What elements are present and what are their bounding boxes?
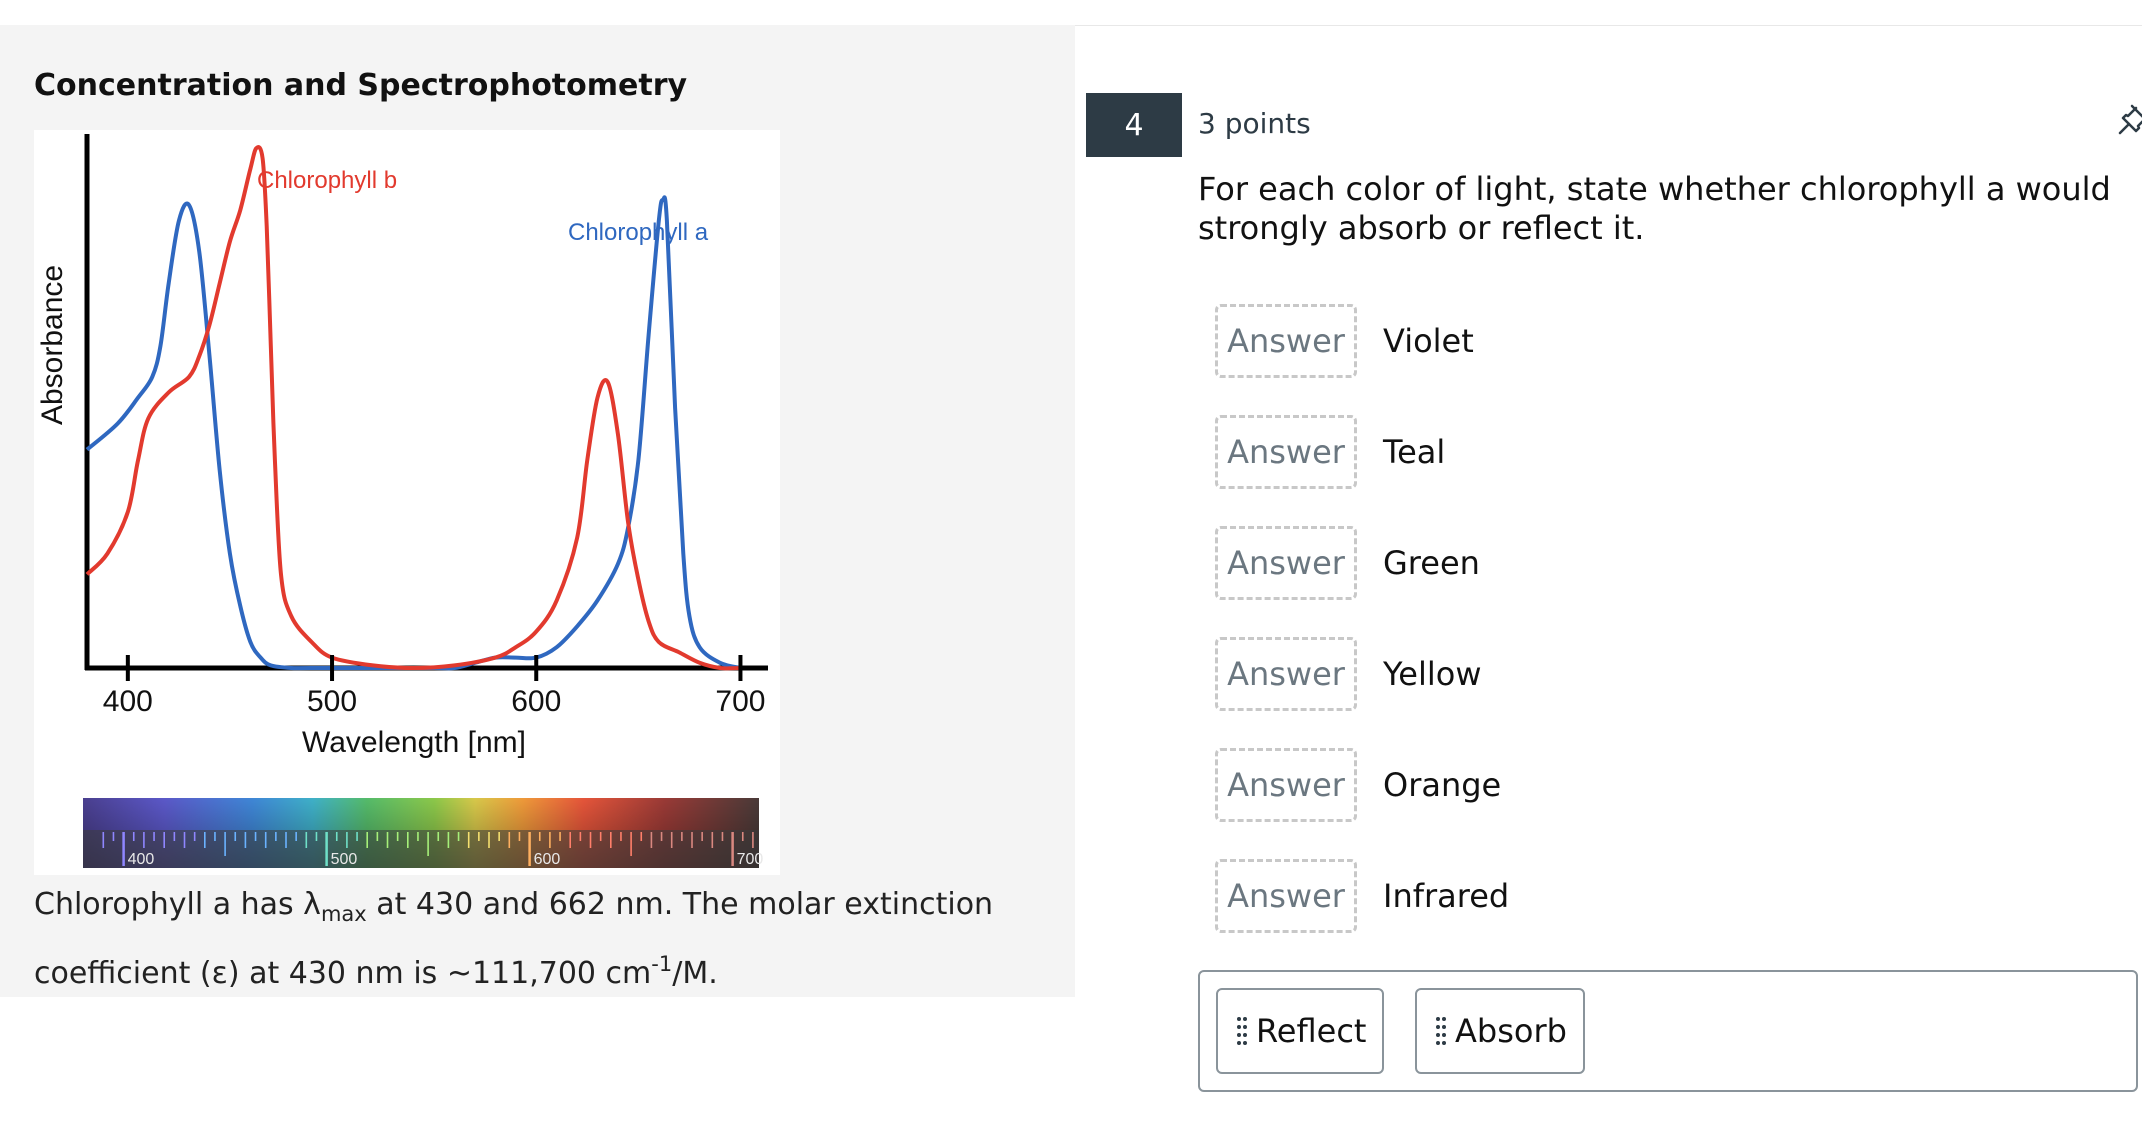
x-tick-label: 500 bbox=[307, 685, 357, 718]
match-row-green: Answer Green bbox=[1215, 526, 1915, 606]
row-label: Infrared bbox=[1383, 877, 1510, 915]
caption-text-3: /M. bbox=[672, 956, 718, 991]
spectrum-tick-label: 700 bbox=[737, 851, 764, 868]
answer-dropzone[interactable]: Answer bbox=[1215, 748, 1357, 822]
row-label: Yellow bbox=[1383, 655, 1482, 693]
chlorophyll-b-annotation: Chlorophyll b bbox=[257, 167, 397, 194]
choice-label: Absorb bbox=[1455, 1012, 1567, 1050]
caption-text-1: Chlorophyll a has λ bbox=[34, 887, 321, 922]
match-row-violet: Answer Violet bbox=[1215, 304, 1915, 384]
answer-dropzone[interactable]: Answer bbox=[1215, 304, 1357, 378]
x-tick-label: 600 bbox=[511, 685, 561, 718]
pin-icon[interactable] bbox=[2118, 100, 2142, 140]
x-axis-label: Wavelength [nm] bbox=[302, 726, 526, 759]
spectrum-tick-label: 400 bbox=[128, 851, 155, 868]
spectrum-tick-label: 500 bbox=[331, 851, 358, 868]
caption-text-2: at 430 and 662 nm. The molar extinction … bbox=[34, 887, 994, 991]
spectrum-tick-label: 600 bbox=[534, 851, 561, 868]
top-divider bbox=[1075, 25, 2142, 26]
match-row-orange: Answer Orange bbox=[1215, 748, 1915, 828]
row-label: Orange bbox=[1383, 766, 1502, 804]
series-line-chlorophyll-b bbox=[85, 145, 741, 671]
question-points: 3 points bbox=[1198, 107, 1311, 140]
choice-label: Reflect bbox=[1256, 1012, 1367, 1050]
x-tick-label: 400 bbox=[103, 685, 153, 718]
choice-reflect[interactable]: Reflect bbox=[1216, 988, 1385, 1074]
question-number: 4 bbox=[1086, 93, 1182, 157]
absorption-chart: 400 500 600 700 Absorbance Wavelength [nm] … bbox=[36, 134, 768, 868]
match-row-teal: Answer Teal bbox=[1215, 415, 1915, 495]
row-label: Violet bbox=[1383, 322, 1474, 360]
answer-dropzone[interactable]: Answer bbox=[1215, 859, 1357, 933]
answer-dropzone[interactable]: Answer bbox=[1215, 526, 1357, 600]
row-label: Green bbox=[1383, 544, 1480, 582]
choice-absorb[interactable]: Absorb bbox=[1415, 988, 1585, 1074]
drag-handle-icon[interactable] bbox=[1435, 1014, 1447, 1048]
match-row-yellow: Answer Yellow bbox=[1215, 637, 1915, 717]
x-ticks: 400 500 600 700 bbox=[103, 655, 765, 718]
row-label: Teal bbox=[1383, 433, 1446, 471]
absorption-spectrum-figure: 400 500 600 700 Absorbance Wavelength [nm] … bbox=[34, 130, 780, 875]
caption-superscript: -1 bbox=[651, 952, 673, 976]
question-prompt: For each color of light, state whether c… bbox=[1198, 170, 2111, 247]
spectrum-tick-labels: 400 500 600 700 bbox=[128, 851, 764, 868]
stimulus-caption: Chlorophyll a has λmax at 430 and 662 nm… bbox=[34, 880, 1034, 999]
caption-subscript: max bbox=[320, 902, 367, 926]
y-axis-label: Absorbance bbox=[36, 265, 69, 425]
spectrum-minor-ticks bbox=[102, 832, 754, 866]
stimulus-title: Concentration and Spectrophotometry bbox=[34, 68, 688, 103]
answer-dropzone[interactable]: Answer bbox=[1215, 637, 1357, 711]
visible-spectrum-bar: 400 500 600 700 bbox=[83, 798, 763, 868]
match-row-infrared: Answer Infrared bbox=[1215, 859, 1915, 939]
x-tick-label: 700 bbox=[715, 685, 765, 718]
answer-bank: Reflect Absorb bbox=[1198, 970, 2138, 1092]
chlorophyll-a-annotation: Chlorophyll a bbox=[568, 219, 709, 246]
series-layer bbox=[85, 145, 742, 671]
answer-dropzone[interactable]: Answer bbox=[1215, 415, 1357, 489]
drag-handle-icon[interactable] bbox=[1236, 1014, 1248, 1048]
